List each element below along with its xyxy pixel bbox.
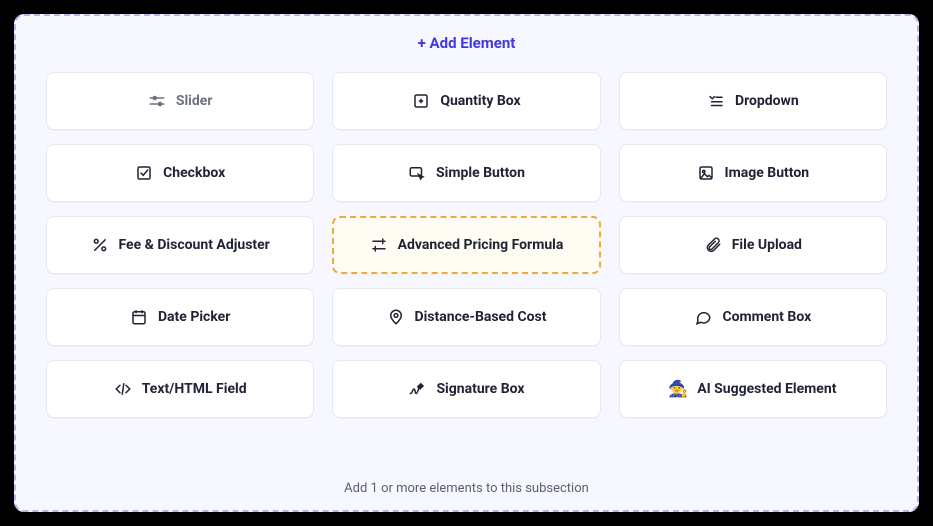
card-label: Slider <box>176 93 213 109</box>
image-icon <box>697 164 715 182</box>
card-label: Distance-Based Cost <box>415 309 547 325</box>
adjust-icon <box>370 236 388 254</box>
comment-icon <box>694 308 712 326</box>
element-grid: Slider Quantity Box Dropdown <box>46 72 887 465</box>
card-label: Advanced Pricing Formula <box>398 237 564 253</box>
card-signature-box[interactable]: Signature Box <box>332 360 600 418</box>
card-distance-cost[interactable]: Distance-Based Cost <box>332 288 600 346</box>
cursor-box-icon <box>408 164 426 182</box>
code-icon <box>114 380 132 398</box>
card-fee-adjuster[interactable]: Fee & Discount Adjuster <box>46 216 314 274</box>
card-label: Signature Box <box>436 381 524 397</box>
element-picker-panel: + Add Element Slider Quantity Box <box>14 14 919 512</box>
square-plus-icon <box>412 92 430 110</box>
card-label: Fee & Discount Adjuster <box>119 237 270 253</box>
card-file-upload[interactable]: File Upload <box>619 216 887 274</box>
card-advanced-pricing-formula[interactable]: Advanced Pricing Formula <box>332 216 600 274</box>
checkbox-icon <box>135 164 153 182</box>
card-label: Simple Button <box>436 165 525 181</box>
footer-hint: Add 1 or more elements to this subsectio… <box>46 481 887 496</box>
card-image-button[interactable]: Image Button <box>619 144 887 202</box>
signature-icon <box>408 380 426 398</box>
calendar-icon <box>130 308 148 326</box>
wizard-icon: 🧙 <box>669 380 687 398</box>
paperclip-icon <box>704 236 722 254</box>
sliders-icon <box>148 92 166 110</box>
card-label: Quantity Box <box>440 93 520 109</box>
card-label: Dropdown <box>735 93 799 109</box>
card-comment-box[interactable]: Comment Box <box>619 288 887 346</box>
card-label: Date Picker <box>158 309 230 325</box>
card-label: Text/HTML Field <box>142 381 247 397</box>
card-label: Image Button <box>725 165 810 181</box>
card-quantity-box[interactable]: Quantity Box <box>332 72 600 130</box>
card-simple-button[interactable]: Simple Button <box>332 144 600 202</box>
card-slider[interactable]: Slider <box>46 72 314 130</box>
card-checkbox[interactable]: Checkbox <box>46 144 314 202</box>
card-label: File Upload <box>732 237 802 253</box>
card-dropdown[interactable]: Dropdown <box>619 72 887 130</box>
percent-icon <box>91 236 109 254</box>
card-label: AI Suggested Element <box>697 381 836 397</box>
card-label: Checkbox <box>163 165 225 181</box>
pin-icon <box>387 308 405 326</box>
card-text-html[interactable]: Text/HTML Field <box>46 360 314 418</box>
chevron-list-icon <box>707 92 725 110</box>
card-label: Comment Box <box>722 309 811 325</box>
card-ai-suggested[interactable]: 🧙 AI Suggested Element <box>619 360 887 418</box>
card-date-picker[interactable]: Date Picker <box>46 288 314 346</box>
add-element-header[interactable]: + Add Element <box>46 34 887 52</box>
